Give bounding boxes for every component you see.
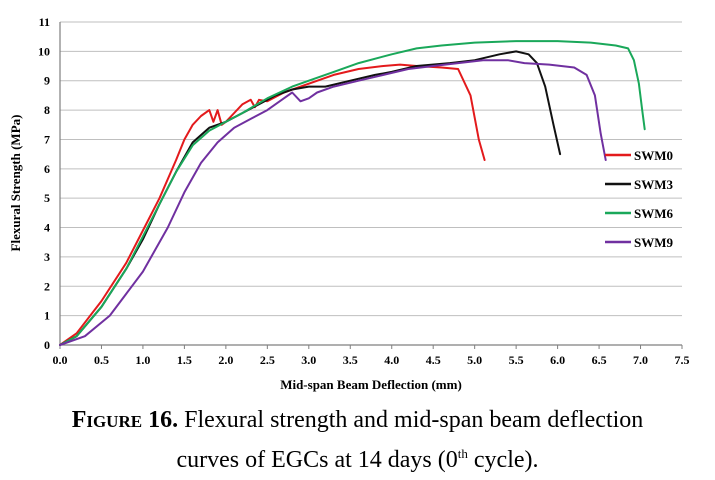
legend-label-swm0: SWM0: [634, 148, 673, 163]
x-tick-label: 1.0: [135, 353, 150, 367]
y-tick-label: 0: [44, 338, 50, 352]
caption-text-2: curves of EGCs at 14 days (0: [176, 447, 458, 473]
x-tick-label: 4.5: [426, 353, 441, 367]
y-tick-label: 6: [44, 162, 50, 176]
legend-label-swm9: SWM9: [634, 235, 674, 250]
x-tick-label: 4.0: [384, 353, 399, 367]
y-tick-label: 3: [44, 250, 50, 264]
caption-line-2: curves of EGCs at 14 days (0th cycle).: [0, 437, 715, 477]
x-tick-label: 5.0: [467, 353, 482, 367]
y-tick-label: 1: [44, 309, 50, 323]
y-tick-label: 11: [39, 15, 50, 29]
y-tick-label: 7: [44, 132, 50, 146]
y-tick-label: 10: [38, 44, 50, 58]
x-tick-label: 7.0: [633, 353, 648, 367]
x-tick-label: 6.0: [550, 353, 565, 367]
legend: SWM0 SWM3 SWM6 SWM9: [605, 148, 674, 250]
x-tick-label: 1.5: [177, 353, 192, 367]
y-tick-label: 9: [44, 74, 50, 88]
legend-label-swm6: SWM6: [634, 206, 674, 221]
y-tick-label: 5: [44, 191, 50, 205]
chart-svg: 0 1 2 3 4 5 6 7 8 9 10 11 0.0 0.5 1.0 1.5 2.0 2.5 3.0 3.5 4.…: [8, 15, 690, 392]
y-tick-label: 8: [44, 103, 50, 117]
grid-lines: [60, 21, 682, 317]
caption-text-3: cycle).: [467, 447, 539, 473]
x-tick-label: 6.5: [592, 353, 607, 367]
y-axis-label: Flexural Strength (MPa): [8, 115, 23, 252]
legend-label-swm3: SWM3: [634, 177, 674, 192]
series-line-swm0: [59, 63, 486, 346]
caption-superscript: th: [457, 446, 468, 461]
figure-caption: Figure 16. Flexural strength and mid-spa…: [0, 404, 715, 477]
x-tick-label: 2.0: [218, 353, 233, 367]
axes: [59, 22, 683, 349]
y-tick-label: 2: [44, 279, 50, 293]
x-tick-label: 0.5: [94, 353, 109, 367]
series-line-swm6: [59, 40, 646, 346]
x-tick-label: 7.5: [675, 353, 690, 367]
tick-labels: 0 1 2 3 4 5 6 7 8 9 10 11 0.0 0.5 1.0 1.5 2.0 2.5 3.0 3.5 4.…: [38, 15, 690, 367]
caption-text-1: Flexural strength and mid-span beam defl…: [178, 407, 644, 433]
x-tick-label: 5.5: [509, 353, 524, 367]
x-axis-label: Mid-span Beam Deflection (mm): [280, 377, 462, 392]
x-tick-label: 0.0: [53, 353, 68, 367]
series-lines: [59, 40, 646, 346]
y-tick-label: 4: [44, 221, 50, 235]
caption-line-1: Figure 16. Flexural strength and mid-spa…: [0, 404, 715, 437]
x-tick-label: 3.0: [301, 353, 316, 367]
caption-figure-label: Figure 16.: [71, 407, 179, 433]
x-tick-label: 2.5: [260, 353, 275, 367]
series-line-swm9: [59, 59, 607, 346]
x-tick-label: 3.5: [343, 353, 358, 367]
